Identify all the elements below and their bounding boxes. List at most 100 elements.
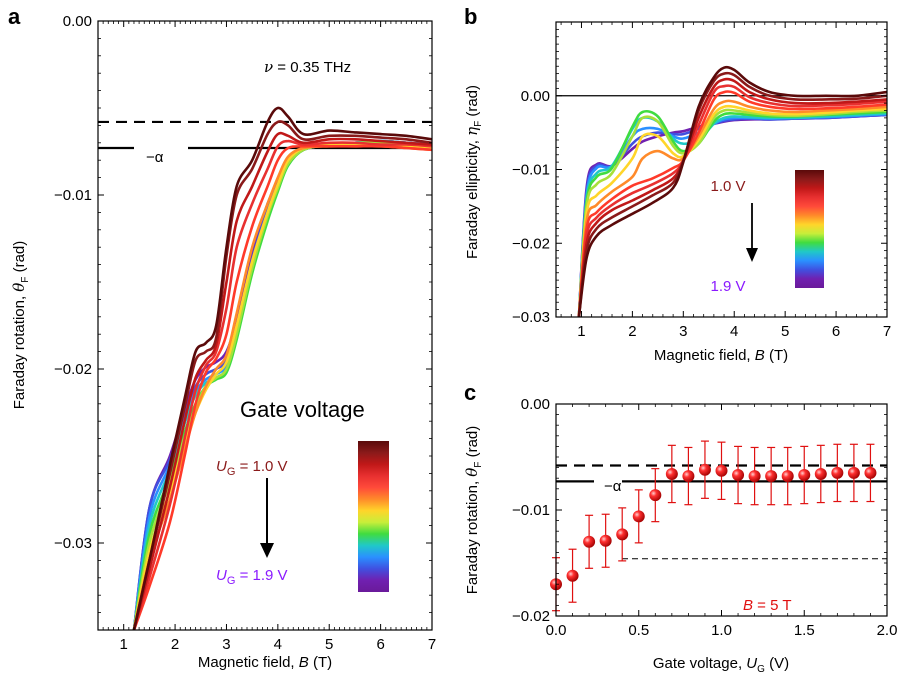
y-tick-label: −0.01 — [54, 187, 92, 204]
panel-c-frame — [555, 403, 888, 617]
curve-a — [132, 144, 432, 630]
panel-label-c: c — [464, 380, 476, 405]
ug-top-label: UG = 1.0 V — [216, 458, 288, 478]
y-tick-label: −0.01 — [512, 162, 550, 179]
marker — [715, 464, 728, 477]
x-tick-label: 2 — [628, 323, 636, 340]
marker — [864, 466, 877, 479]
panel-a-frame — [97, 20, 433, 631]
curve-b — [577, 99, 887, 317]
x-tick-label: 2 — [171, 636, 179, 653]
marker — [798, 469, 811, 482]
panel-b: 1 2 3 4 5 6 7 0.00 −0.01 −0.02 −0.03 Magnetic fiel… — [463, 21, 891, 364]
curve-a — [132, 131, 432, 630]
curve-b — [577, 71, 887, 317]
data-point — [781, 446, 794, 506]
data-point — [698, 440, 711, 499]
panel-a: 1 2 3 4 5 6 7 0.00 −0.01 −0.02 −0.03 Magnetic fiel… — [10, 13, 436, 671]
down-arrow — [260, 478, 274, 558]
y-tick-label: −0.02 — [54, 361, 92, 378]
b-bottom-voltage: 1.9 V — [710, 278, 745, 295]
colorbar-a — [358, 441, 389, 592]
panel-b-ylabel: Faraday ellipticity, ηF (rad) — [463, 85, 484, 259]
data-point — [798, 445, 811, 505]
curve-a — [132, 106, 432, 630]
x-tick-label: 3 — [222, 636, 230, 653]
panel-c: 0.0 0.5 1.0 1.5 2.0 0.00 −0.01 −0.02 Gate volta… — [463, 396, 897, 675]
data-point — [748, 446, 761, 506]
marker — [616, 528, 629, 541]
x-tick-label: 5 — [781, 323, 789, 340]
curve-a — [132, 120, 432, 630]
field-annotation: B = 5 T — [743, 597, 792, 614]
curve-b — [577, 108, 887, 317]
x-tick-label: 1.5 — [794, 622, 815, 639]
data-point — [583, 514, 596, 569]
y-tick-label: −0.02 — [512, 235, 550, 252]
panel-c-ylabel: Faraday rotation, θF (rad) — [463, 426, 484, 595]
panel-a-ticks: 1 2 3 4 5 6 7 0.00 −0.01 −0.02 −0.03 — [54, 13, 436, 653]
panel-a-curves — [132, 106, 432, 630]
data-point — [599, 513, 612, 568]
marker — [748, 470, 761, 483]
curve-b — [577, 90, 887, 317]
marker — [649, 489, 662, 502]
curve-b — [577, 84, 887, 317]
marker — [765, 470, 778, 483]
x-tick-label: 1.0 — [711, 622, 732, 639]
y-tick-label: 0.00 — [63, 13, 92, 30]
frequency-annotation: ν = 0.35 THz — [264, 58, 351, 76]
x-tick-label: 6 — [376, 636, 384, 653]
marker — [599, 534, 612, 547]
curve-a — [132, 139, 432, 630]
panel-b-curves — [577, 65, 887, 317]
curve-b — [577, 104, 887, 317]
x-tick-label: 1 — [120, 636, 128, 653]
panel-a-xlabel: Magnetic field, B (T) — [198, 654, 332, 671]
data-point — [682, 446, 695, 506]
data-point — [831, 443, 844, 503]
marker — [566, 569, 579, 582]
y-tick-label: −0.02 — [512, 608, 550, 625]
panel-label-a: a — [8, 4, 21, 29]
panel-c-xlabel: Gate voltage, UG (V) — [653, 655, 789, 675]
y-tick-label: 0.00 — [521, 396, 550, 413]
curve-b — [577, 77, 887, 317]
y-tick-label: −0.03 — [54, 535, 92, 552]
data-point — [566, 548, 579, 603]
x-tick-label: 4 — [274, 636, 282, 653]
marker — [831, 466, 844, 479]
gate-voltage-title: Gate voltage — [240, 397, 365, 422]
data-point — [649, 468, 662, 523]
b-top-voltage: 1.0 V — [710, 178, 745, 195]
y-tick-label: −0.03 — [512, 309, 550, 326]
ug-bottom-label: UG = 1.9 V — [216, 567, 288, 587]
marker — [698, 463, 711, 476]
alpha-label: −α — [146, 149, 164, 166]
marker — [583, 535, 596, 548]
marker — [682, 470, 695, 483]
marker — [847, 466, 860, 479]
x-tick-label: 4 — [730, 323, 738, 340]
x-tick-label: 5 — [325, 636, 333, 653]
panel-b-ticks: 1 2 3 4 5 6 7 0.00 −0.01 −0.02 −0.03 — [512, 22, 891, 340]
data-point — [616, 507, 629, 562]
x-tick-label: 6 — [832, 323, 840, 340]
data-point — [732, 445, 745, 505]
x-tick-label: 0.0 — [546, 622, 567, 639]
data-point — [864, 443, 877, 503]
x-tick-label: 0.5 — [628, 622, 649, 639]
data-point — [632, 489, 645, 544]
panel-label-b: b — [464, 4, 477, 29]
colorbar-b — [795, 170, 824, 288]
data-point — [814, 444, 827, 504]
panel-c-ticks: 0.0 0.5 1.0 1.5 2.0 0.00 −0.01 −0.02 — [512, 396, 897, 639]
marker — [665, 467, 678, 480]
x-tick-label: 3 — [679, 323, 687, 340]
panel-a-ylabel: Faraday rotation, θF (rad) — [10, 241, 31, 410]
x-tick-label: 1 — [577, 323, 585, 340]
y-tick-label: 0.00 — [521, 88, 550, 105]
data-point — [715, 441, 728, 500]
x-tick-label: 2.0 — [877, 622, 898, 639]
